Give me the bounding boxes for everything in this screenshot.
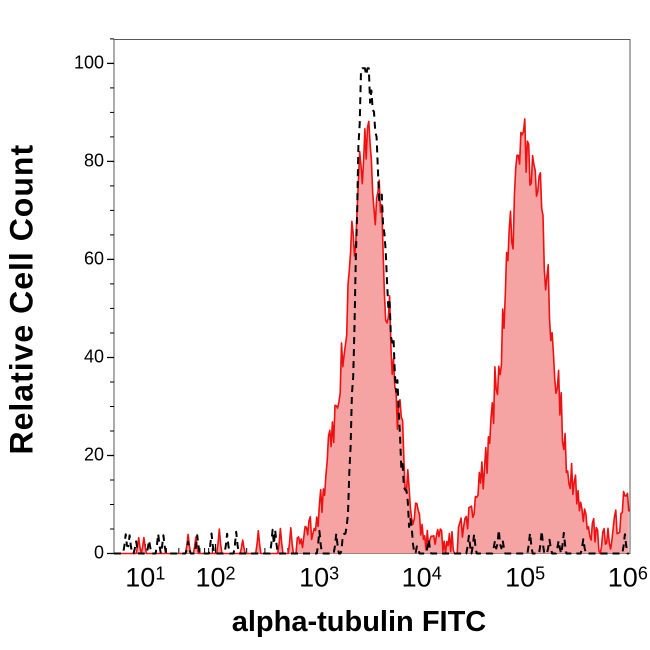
svg-text:40: 40 <box>84 347 104 367</box>
svg-text:100: 100 <box>74 52 104 72</box>
svg-text:60: 60 <box>84 248 104 268</box>
svg-text:80: 80 <box>84 150 104 170</box>
svg-text:0: 0 <box>94 543 104 563</box>
svg-text:20: 20 <box>84 445 104 465</box>
